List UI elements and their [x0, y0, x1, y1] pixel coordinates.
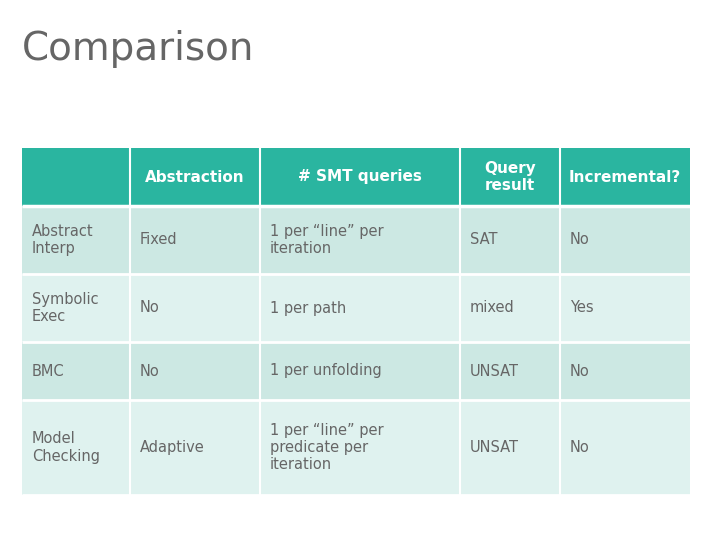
Text: Yes: Yes — [570, 300, 593, 315]
Bar — [130, 342, 260, 400]
Text: SAT: SAT — [470, 233, 498, 247]
Text: Query
result: Query result — [484, 161, 536, 193]
Bar — [130, 274, 260, 342]
Bar — [560, 274, 690, 342]
Bar — [260, 274, 460, 342]
Text: No: No — [570, 440, 590, 455]
Bar — [22, 206, 130, 274]
Bar — [130, 400, 260, 495]
Bar — [560, 148, 690, 206]
Bar — [460, 342, 560, 400]
Text: Abstraction: Abstraction — [145, 170, 245, 185]
Bar — [22, 274, 130, 342]
Bar — [260, 342, 460, 400]
Text: BMC: BMC — [32, 363, 65, 379]
Bar — [260, 206, 460, 274]
Text: Symbolic
Exec: Symbolic Exec — [32, 292, 99, 324]
Bar — [22, 148, 130, 206]
Text: Abstract
Interp: Abstract Interp — [32, 224, 94, 256]
Text: # SMT queries: # SMT queries — [298, 170, 422, 185]
Text: No: No — [140, 363, 160, 379]
Bar — [460, 274, 560, 342]
Bar — [22, 342, 130, 400]
Text: 1 per path: 1 per path — [270, 300, 346, 315]
Bar — [460, 400, 560, 495]
Text: No: No — [140, 300, 160, 315]
Bar — [560, 206, 690, 274]
Text: No: No — [570, 233, 590, 247]
Text: Adaptive: Adaptive — [140, 440, 204, 455]
Bar — [130, 206, 260, 274]
Bar — [560, 400, 690, 495]
Text: Model
Checking: Model Checking — [32, 431, 100, 464]
Text: 1 per “line” per
predicate per
iteration: 1 per “line” per predicate per iteration — [270, 423, 384, 472]
Bar — [460, 206, 560, 274]
Text: Incremental?: Incremental? — [569, 170, 681, 185]
Bar — [22, 400, 130, 495]
Text: Comparison: Comparison — [22, 30, 254, 68]
Bar — [130, 148, 260, 206]
Text: UNSAT: UNSAT — [470, 440, 519, 455]
Text: UNSAT: UNSAT — [470, 363, 519, 379]
Bar — [260, 148, 460, 206]
Text: 1 per unfolding: 1 per unfolding — [270, 363, 382, 379]
Bar — [460, 148, 560, 206]
Bar — [560, 342, 690, 400]
Bar — [260, 400, 460, 495]
Text: 1 per “line” per
iteration: 1 per “line” per iteration — [270, 224, 384, 256]
Text: Fixed: Fixed — [140, 233, 178, 247]
Text: mixed: mixed — [470, 300, 515, 315]
Text: No: No — [570, 363, 590, 379]
